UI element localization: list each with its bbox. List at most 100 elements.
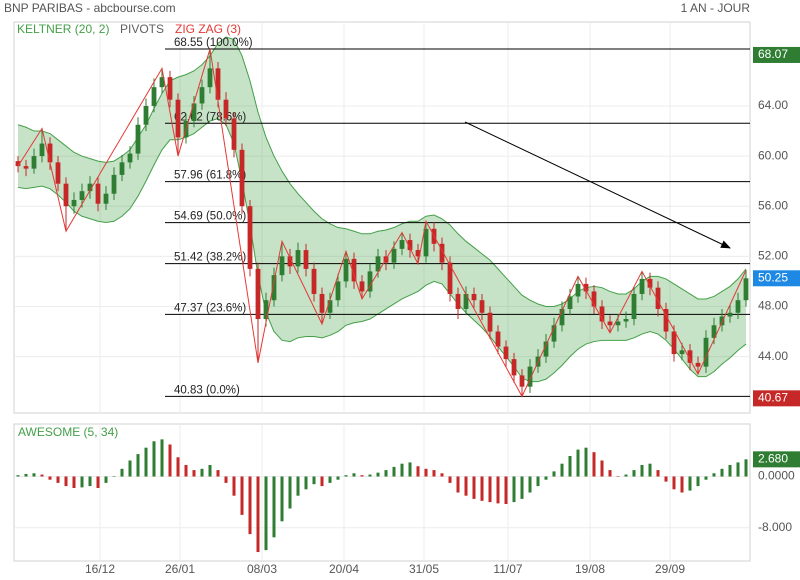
value-badge — [753, 46, 800, 63]
keltner-lower — [17, 117, 747, 383]
candle-body — [479, 300, 485, 313]
oscillator-bar — [320, 476, 324, 487]
candle-body — [303, 250, 309, 269]
oscillator-panel — [13, 423, 751, 562]
candle-body — [655, 287, 661, 309]
candle-body — [279, 256, 285, 276]
oscillator-bar — [400, 463, 404, 477]
oscillator-bar — [272, 476, 276, 538]
candle-body — [631, 293, 637, 320]
value-badge — [753, 390, 800, 407]
oscillator-bar — [24, 473, 28, 477]
candle-body — [135, 124, 141, 154]
y-tick-label: 52.00 — [758, 249, 788, 263]
oscillator-bar — [240, 476, 244, 515]
oscillator-bar — [32, 473, 36, 477]
candle-body — [599, 306, 605, 322]
candle-body — [79, 191, 85, 200]
oscillator-bar — [520, 476, 524, 499]
oscillator-bar — [128, 460, 132, 477]
oscillator-bar — [440, 473, 444, 477]
oscillator-bar — [568, 456, 572, 477]
candle-body — [351, 258, 357, 282]
candle-body — [695, 362, 701, 367]
candle-body — [367, 271, 373, 292]
value-badge-label: 2.680 — [758, 452, 788, 466]
oscillator-bar — [336, 476, 340, 480]
candle-body — [447, 262, 453, 294]
candle-body — [559, 308, 565, 326]
oscillator-bar — [248, 476, 252, 535]
x-tick-label: 29/09 — [655, 562, 685, 576]
candle-body — [671, 331, 677, 355]
candle-body — [111, 174, 117, 194]
candle-body — [575, 283, 581, 297]
oscillator-bar — [112, 476, 116, 477]
x-tick-label: 20/04 — [329, 562, 359, 576]
candle-body — [719, 316, 725, 326]
oscillator-bar — [152, 441, 156, 477]
candle-body — [255, 268, 261, 320]
candle-body — [487, 312, 493, 332]
oscillator-bar — [632, 470, 636, 477]
oscillator-bar — [480, 476, 484, 501]
candle-body — [87, 183, 93, 192]
candle-body — [439, 243, 445, 263]
x-tick-label: 16/12 — [85, 562, 115, 576]
oscillator-bar — [448, 476, 452, 483]
legend-keltner: KELTNER (20, 2) — [17, 22, 109, 36]
candle-body — [687, 350, 693, 363]
period: 1 AN - JOUR — [681, 1, 751, 15]
oscillator-bar — [688, 476, 692, 491]
legend-pivots: PIVOTS — [120, 22, 164, 36]
candle-body — [55, 162, 61, 184]
oscillator-bar — [232, 476, 236, 496]
y-tick-label: 60.00 — [758, 148, 788, 162]
candle-body — [647, 278, 653, 288]
candle-body — [151, 87, 157, 106]
candle-body — [567, 296, 573, 309]
candle-body — [583, 283, 589, 292]
oscillator-bar — [664, 476, 668, 482]
candle-body — [215, 68, 221, 100]
candle-body — [271, 275, 277, 301]
oscillator-bar — [648, 463, 652, 477]
candle-body — [287, 256, 293, 267]
oscillator-bar — [488, 476, 492, 503]
candle-body — [199, 87, 205, 104]
candle-body — [231, 118, 237, 150]
candle-body — [319, 293, 325, 313]
candle-body — [743, 278, 749, 301]
candle-body — [511, 359, 517, 376]
y-tick-label: 0.0000 — [758, 469, 795, 483]
x-tick-label: 26/01 — [165, 562, 195, 576]
oscillator-bar — [696, 476, 700, 487]
candle-body — [71, 199, 77, 207]
oscillator-bar — [592, 452, 596, 477]
candle-body — [615, 321, 621, 326]
oscillator-bar — [472, 476, 476, 499]
candle-body — [503, 346, 509, 360]
candle-body — [335, 281, 341, 301]
candle-body — [463, 293, 469, 309]
oscillator-bar — [296, 476, 300, 496]
oscillator-bar — [352, 473, 356, 477]
candle-body — [663, 308, 669, 332]
value-badge-label: 50.25 — [758, 270, 788, 284]
oscillator-bar — [144, 447, 148, 477]
candle-body — [495, 331, 501, 347]
oscillator-bar — [656, 470, 660, 477]
oscillator-bar — [288, 476, 292, 509]
candle-body — [167, 77, 173, 100]
oscillator-bar — [264, 476, 268, 551]
oscillator-bar — [512, 476, 516, 503]
fib-label: 54.69 (50.0%) — [174, 211, 246, 223]
oscillator-bar — [312, 476, 316, 485]
y-tick-label: -8.000 — [758, 520, 792, 534]
candle-body — [703, 337, 709, 367]
oscillator-bar — [560, 463, 564, 477]
candle-body — [399, 240, 405, 249]
oscillator-bar — [600, 460, 604, 477]
oscillator-bar — [80, 476, 84, 488]
